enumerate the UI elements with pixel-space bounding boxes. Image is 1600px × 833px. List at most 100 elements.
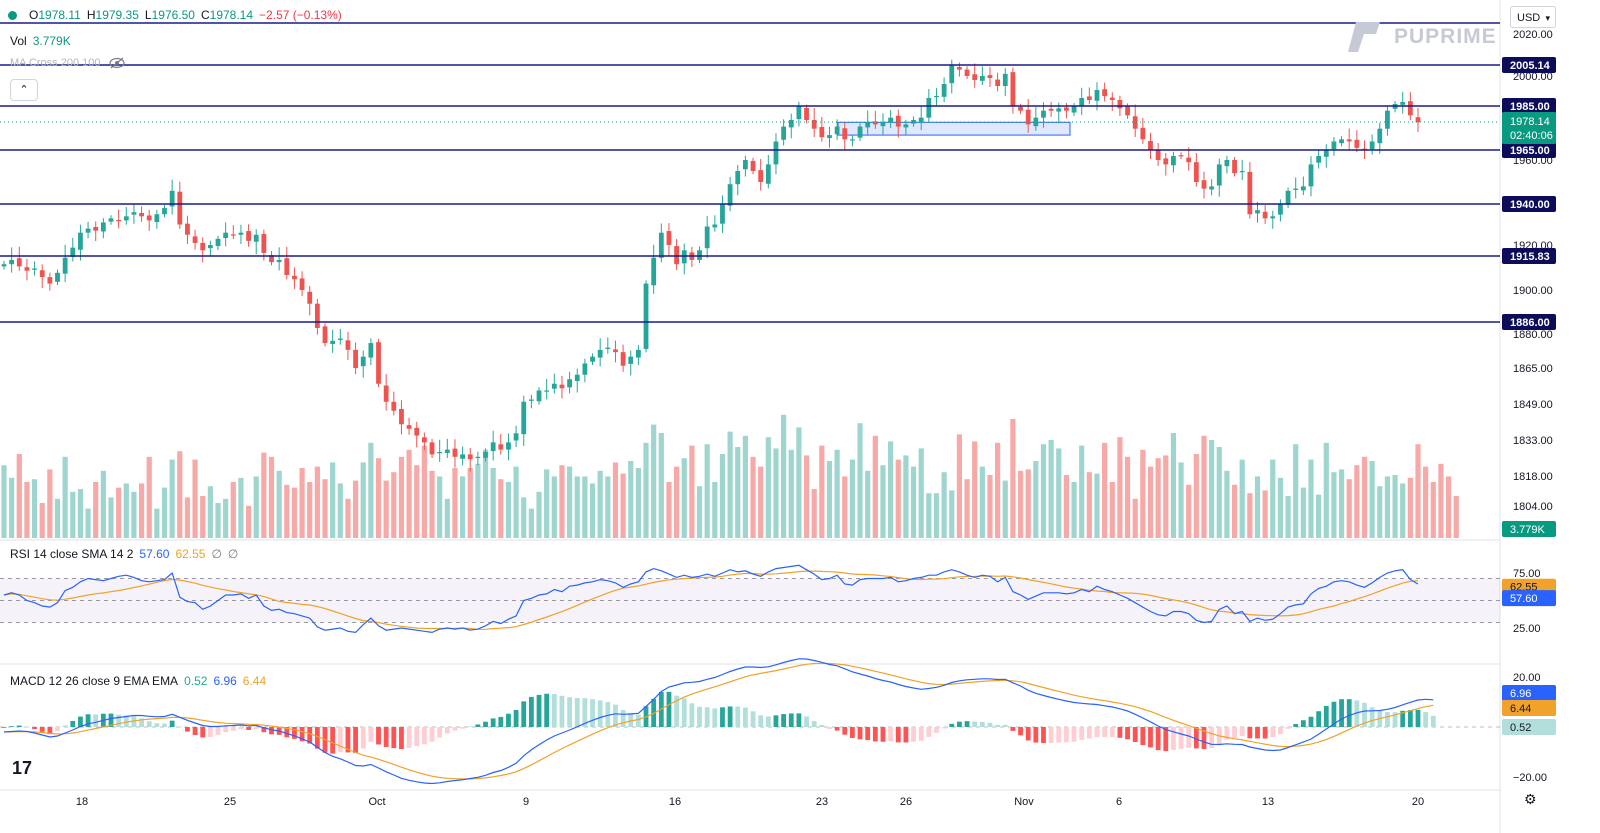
- macd-histogram-bar: [1002, 724, 1008, 727]
- tradingview-logo[interactable]: 17: [12, 758, 33, 778]
- volume-bar: [903, 455, 909, 538]
- volume-bar: [933, 493, 940, 538]
- volume-bar: [391, 472, 397, 538]
- volume-bar: [1209, 440, 1215, 538]
- candle: [215, 238, 221, 247]
- macd-histogram-bar: [1323, 705, 1329, 727]
- macd-histogram-bar: [1247, 727, 1253, 739]
- candle: [957, 67, 962, 70]
- volume-bar: [773, 448, 779, 538]
- volume-bar: [1140, 449, 1146, 538]
- candle: [735, 171, 741, 185]
- macd-histogram-bar: [1125, 727, 1130, 740]
- macd-histogram-bar: [116, 714, 122, 727]
- volume-bar: [161, 487, 168, 538]
- candle: [796, 106, 802, 120]
- macd-histogram-bar: [1369, 707, 1375, 727]
- rsi-tick-label: 25.00: [1513, 623, 1541, 635]
- volume-bar: [521, 497, 527, 538]
- macd-histogram-bar: [1239, 727, 1245, 737]
- macd-histogram-bar: [796, 713, 802, 727]
- volume-bar: [505, 482, 512, 538]
- candle: [62, 257, 68, 274]
- currency-select[interactable]: USD ▾: [1510, 6, 1556, 28]
- macd-value: 6.96: [213, 674, 237, 688]
- ma-cross-legend[interactable]: MA Cross 200 100: [10, 57, 125, 69]
- macd-histogram-bar: [536, 694, 542, 727]
- volume-bar: [895, 459, 901, 538]
- candle: [16, 258, 22, 267]
- candle: [1155, 150, 1161, 160]
- macd-histogram-bar: [292, 727, 297, 739]
- volume-bar: [184, 497, 191, 538]
- volume-bar: [238, 477, 244, 538]
- volume-bar: [93, 482, 99, 538]
- candle: [55, 272, 60, 282]
- volume-bar: [368, 442, 374, 538]
- macd-histogram-bar: [284, 727, 290, 738]
- volume-bar: [200, 496, 206, 538]
- volume-bar: [651, 424, 657, 538]
- candle: [597, 349, 603, 358]
- settings-gear-icon[interactable]: ⚙: [1524, 791, 1537, 807]
- volume-bar: [880, 465, 886, 538]
- volume-tag-label: 3.779K: [1510, 524, 1546, 536]
- macd-histogram-bar: [544, 693, 550, 727]
- candle: [888, 117, 894, 123]
- macd-histogram-bar: [330, 727, 336, 754]
- macd-histogram-bar: [1064, 727, 1069, 743]
- candle: [307, 291, 313, 304]
- macd-histogram-bar: [704, 707, 710, 727]
- macd-histogram-bar: [1316, 711, 1322, 727]
- volume-bar: [223, 498, 229, 538]
- macd-histogram-bar: [16, 725, 22, 727]
- macd-histogram-bar: [1232, 727, 1237, 738]
- volume-bar: [47, 469, 53, 538]
- volume-bar: [421, 445, 427, 538]
- current-price-tag: [1502, 112, 1556, 144]
- volume-bar: [964, 479, 970, 538]
- candle: [162, 208, 167, 215]
- volume-bar: [467, 468, 473, 538]
- volume-bar: [1338, 469, 1345, 538]
- volume-bar: [819, 445, 825, 538]
- volume-bar: [1354, 465, 1360, 538]
- candle: [674, 246, 680, 265]
- macd-histogram-bar: [169, 720, 175, 727]
- volume-bar: [582, 476, 588, 538]
- volume-bar: [826, 461, 833, 538]
- volume-bar: [1415, 444, 1421, 538]
- volume-bar: [995, 442, 1001, 538]
- volume-bar: [811, 489, 817, 538]
- level-tag-label: 1965.00: [1510, 145, 1550, 157]
- eye-hidden-icon[interactable]: [108, 57, 125, 69]
- time-tick-label: 9: [523, 796, 529, 808]
- price-tick-label: 2020.00: [1513, 29, 1553, 41]
- volume-bar: [1124, 456, 1131, 538]
- candle: [261, 233, 267, 253]
- macd-histogram-bar: [788, 713, 794, 727]
- candle: [1346, 139, 1352, 142]
- macd-histogram-bar: [1224, 727, 1230, 740]
- volume-value: 3.779K: [32, 34, 71, 48]
- volume-bar: [1247, 493, 1253, 538]
- macd-histogram-bar: [697, 706, 702, 727]
- macd-histogram-bar: [574, 697, 580, 727]
- candle: [857, 126, 863, 138]
- volume-bar: [291, 487, 298, 538]
- volume-bar: [452, 468, 458, 538]
- macd-histogram-bar: [819, 724, 825, 727]
- macd-histogram-bar: [299, 727, 305, 742]
- macd-histogram-bar: [1423, 712, 1429, 727]
- level-tag-label: 1940.00: [1510, 199, 1550, 211]
- macd-histogram-bar: [383, 727, 389, 747]
- macd-tag-label: 0.52: [1510, 722, 1531, 734]
- macd-histogram-bar: [765, 716, 771, 727]
- collapse-legend-button[interactable]: ⌃: [10, 79, 38, 101]
- volume-bar: [1132, 498, 1138, 538]
- candle: [590, 356, 595, 362]
- macd-histogram-bar: [490, 718, 496, 727]
- candle: [353, 349, 358, 368]
- candle: [911, 119, 916, 124]
